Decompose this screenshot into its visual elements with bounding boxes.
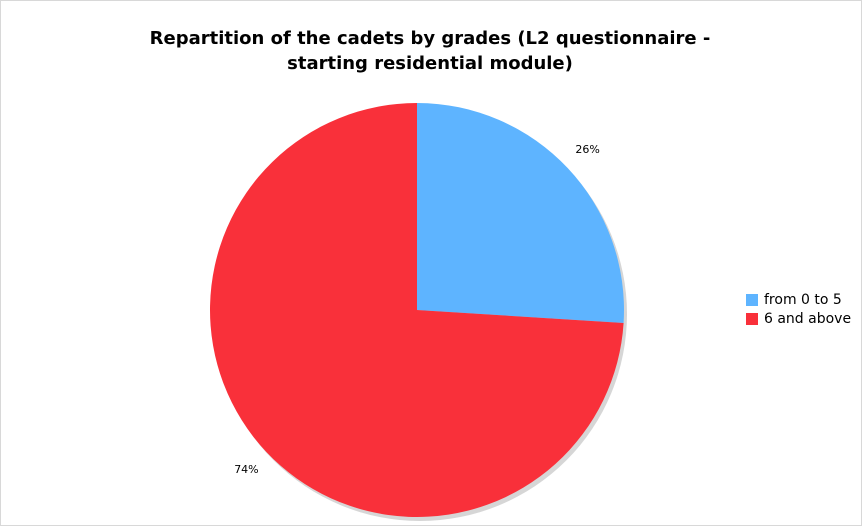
- pie-slice: [417, 103, 624, 323]
- legend-label: 6 and above: [764, 311, 851, 327]
- chart-title: Repartition of the cadets by grades (L2 …: [149, 28, 711, 74]
- legend-label: from 0 to 5: [764, 292, 842, 308]
- data-label: 74%: [234, 463, 258, 476]
- data-label: 26%: [575, 143, 599, 156]
- legend-swatch: [746, 313, 758, 325]
- legend-swatch: [746, 294, 758, 306]
- pie-slice: [210, 103, 624, 517]
